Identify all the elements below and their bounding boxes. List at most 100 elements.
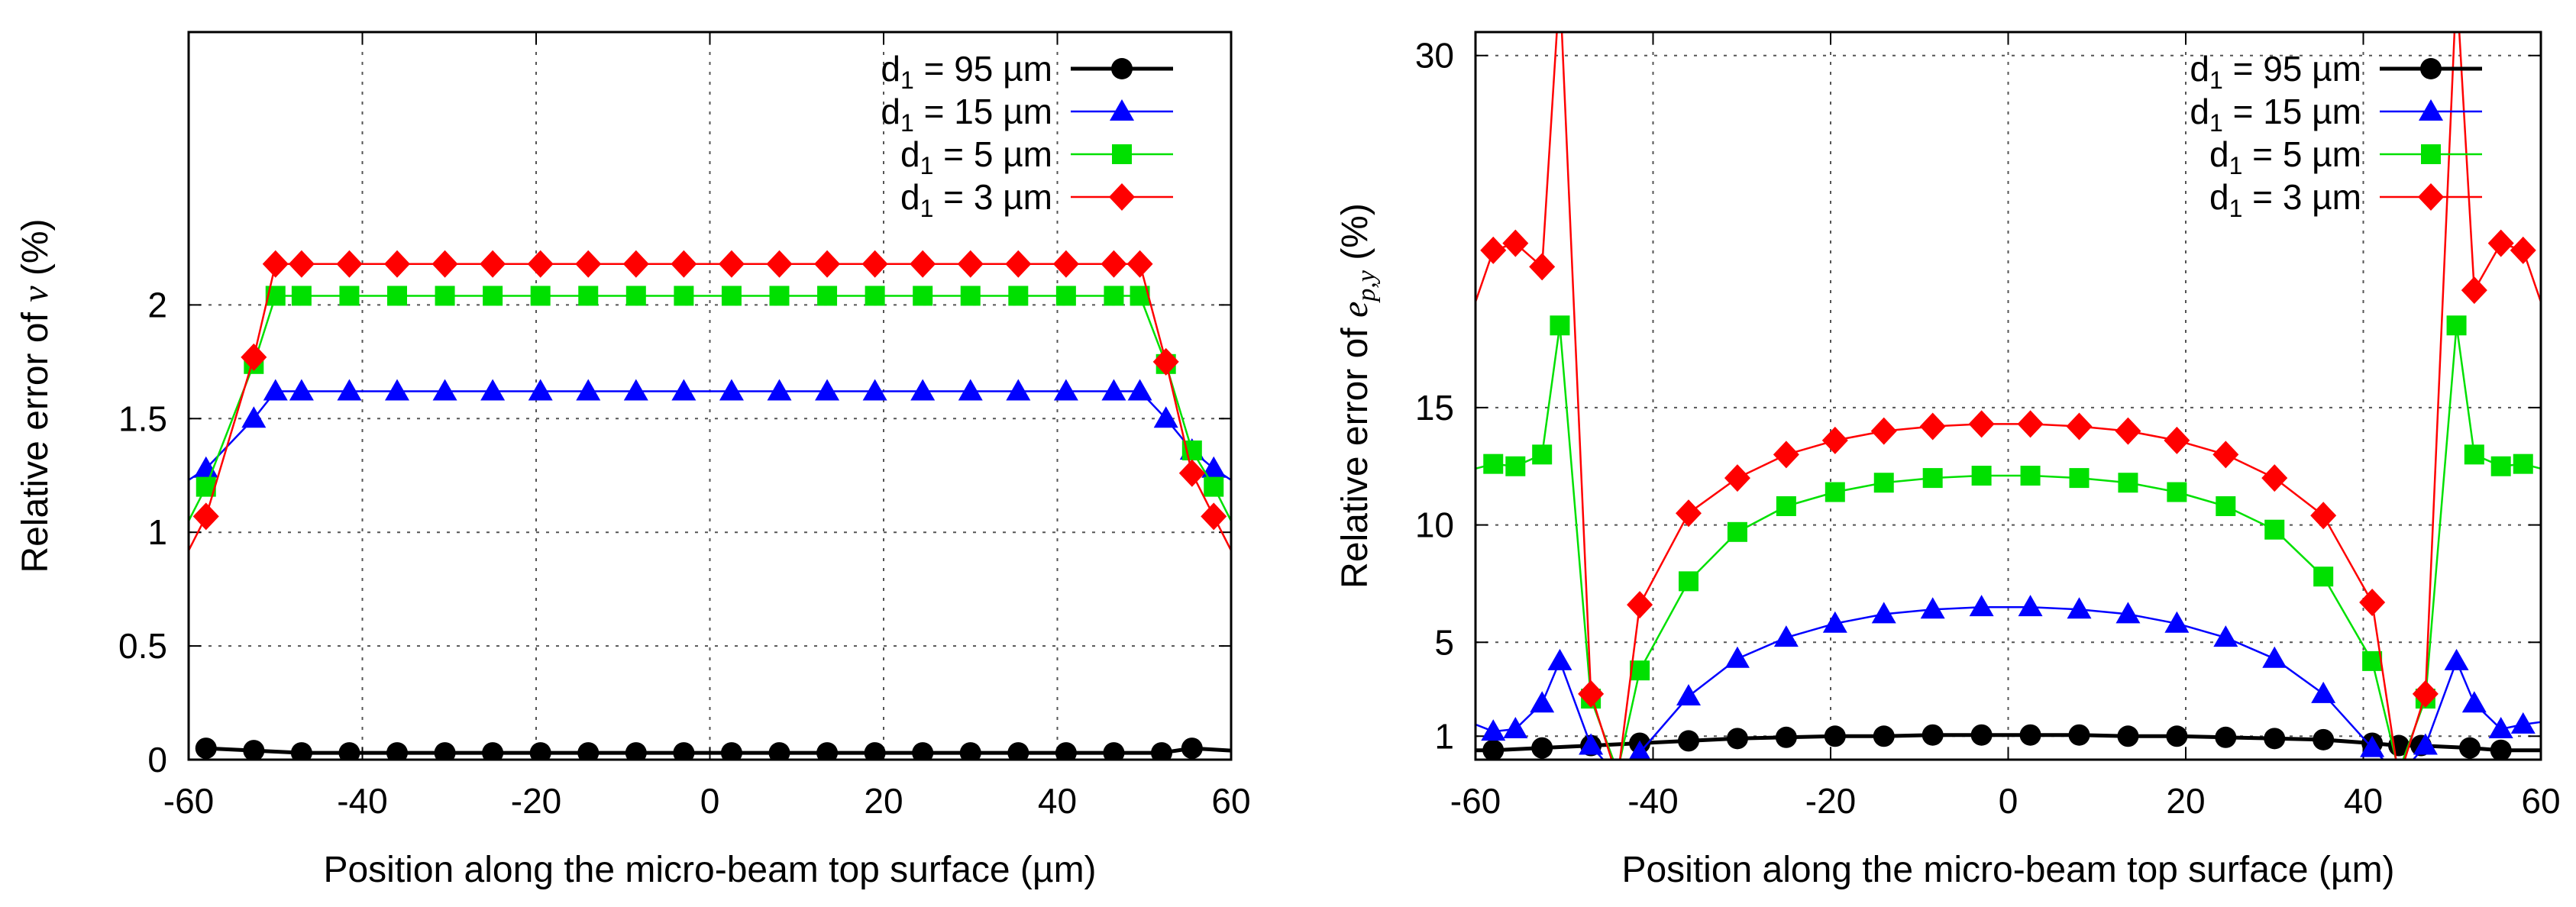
data-point [721, 286, 742, 306]
data-point [1502, 229, 1529, 257]
data-point [674, 286, 694, 306]
legend-marker [1111, 58, 1133, 79]
data-point [241, 406, 267, 428]
data-point [864, 742, 886, 760]
y-tick-label: 0.5 [118, 626, 167, 666]
data-point [2387, 764, 2411, 786]
data-point [2020, 466, 2041, 486]
data-point [529, 742, 551, 760]
data-point [1481, 719, 1506, 741]
data-point [862, 379, 887, 401]
data-point [1103, 742, 1125, 760]
data-point [2464, 444, 2484, 465]
data-point [1204, 476, 1224, 497]
data-point [577, 742, 600, 760]
data-point [1151, 742, 1172, 760]
data-point [1608, 761, 1627, 781]
x-tick-label: -40 [1627, 781, 1678, 821]
data-point [2115, 602, 2141, 624]
data-point [243, 740, 265, 760]
data-point [1968, 410, 1995, 438]
left-chart-panel: -60 -40 -20 0 20 40 60 0 0.5 1 1.5 2 Position along … [15, 31, 1251, 890]
data-point [2446, 315, 2467, 336]
data-point [1821, 426, 1848, 454]
data-point [913, 286, 933, 306]
x-tick-label: -20 [511, 781, 561, 821]
data-point [1005, 250, 1032, 278]
data-point [1531, 737, 1553, 759]
data-point [2166, 725, 2188, 747]
data-point [2066, 412, 2093, 441]
data-point [816, 742, 839, 760]
data-point [1152, 347, 1179, 376]
data-point [1006, 379, 1031, 401]
data-point [720, 742, 742, 760]
data-point [2215, 726, 2237, 748]
data-point [815, 379, 840, 401]
data-point [817, 286, 838, 306]
legend-marker [1112, 144, 1132, 164]
series-line [1475, 324, 2541, 760]
y-tick-label: 30 [1415, 36, 1454, 76]
data-point [958, 379, 983, 401]
legend-label: d1 = 15 µm [2190, 92, 2361, 137]
data-point [480, 379, 506, 401]
legend-label: d1 = 5 µm [2209, 134, 2361, 179]
x-tick-label: -60 [163, 781, 214, 821]
y-axis-label: Relative error of v (%) [15, 218, 56, 573]
data-point [1181, 738, 1203, 760]
data-point [1529, 253, 1556, 281]
data-point [2117, 725, 2139, 747]
data-point [768, 742, 790, 760]
data-point [1483, 454, 1504, 474]
series-line [1475, 605, 2541, 760]
data-point [2019, 724, 2041, 746]
x-axis-label: Position along the micro-beam top surfac… [1621, 850, 2394, 890]
data-point [1724, 464, 1750, 492]
data-point [1726, 728, 1748, 750]
data-point [2513, 454, 2533, 474]
legend-marker [1109, 183, 1135, 211]
data-point [671, 379, 697, 401]
data-point [291, 286, 312, 306]
data-point [1101, 250, 1127, 278]
data-point [1775, 726, 1797, 748]
data-point [766, 250, 793, 278]
y-tick-label: 1.5 [118, 399, 167, 438]
x-tick-label: 60 [2521, 781, 2560, 821]
data-point [1480, 236, 1507, 264]
data-point [1970, 724, 1993, 746]
data-point [718, 250, 745, 278]
data-point [1530, 691, 1555, 713]
data-point [1482, 739, 1505, 760]
data-point [337, 379, 362, 401]
data-point [1201, 456, 1227, 478]
data-point [1126, 250, 1153, 278]
data-point [483, 286, 503, 306]
data-point [336, 250, 363, 278]
series-line [189, 390, 1231, 481]
data-point [2510, 712, 2536, 734]
data-point [814, 250, 841, 278]
x-axis-label: Position along the micro-beam top surfac… [323, 850, 1096, 890]
data-point [2313, 566, 2334, 587]
data-point [339, 286, 360, 306]
data-point [1547, 648, 1572, 670]
data-point [1178, 459, 1205, 487]
data-point [865, 286, 885, 306]
data-point [1605, 764, 1630, 786]
data-point [2115, 417, 2141, 445]
legend-label: d1 = 95 µm [881, 49, 1052, 94]
data-point [910, 250, 936, 278]
x-tick-label: -20 [1805, 781, 1856, 821]
data-point [2264, 519, 2285, 540]
data-point [673, 742, 695, 760]
data-point [288, 250, 315, 278]
data-point [1578, 679, 1605, 708]
data-point [1919, 412, 1946, 441]
data-point [1825, 482, 1845, 502]
x-tick-label: -40 [337, 781, 387, 821]
data-point [528, 379, 553, 401]
